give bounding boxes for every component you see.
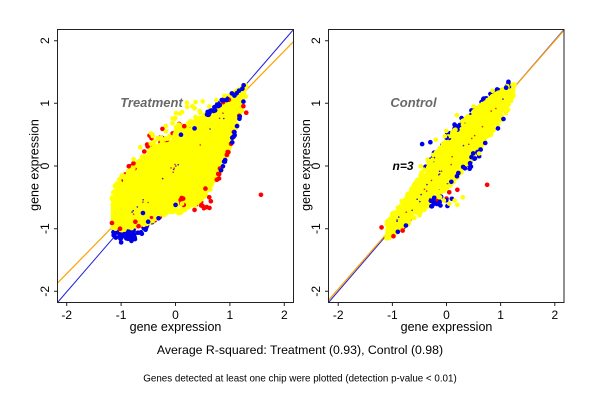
svg-text:1: 1 — [38, 100, 52, 107]
svg-text:-2: -2 — [333, 308, 344, 322]
svg-text:-2: -2 — [38, 286, 52, 297]
svg-text:0: 0 — [38, 162, 52, 169]
svg-text:-1: -1 — [309, 223, 323, 234]
svg-text:0: 0 — [443, 308, 450, 322]
svg-text:-2: -2 — [61, 308, 72, 322]
svg-text:0: 0 — [309, 162, 323, 169]
svg-text:0: 0 — [172, 308, 179, 322]
svg-text:Control: Control — [390, 95, 437, 110]
svg-text:Average R-squared: Treatment (: Average R-squared: Treatment (0.93), Con… — [157, 343, 443, 357]
svg-text:Genes detected at least one ch: Genes detected at least one chip were pl… — [143, 374, 456, 385]
svg-text:-1: -1 — [116, 308, 127, 322]
svg-text:-1: -1 — [387, 308, 398, 322]
svg-text:1: 1 — [227, 308, 234, 322]
svg-text:gene expression: gene expression — [130, 320, 222, 334]
svg-text:gene expression: gene expression — [28, 119, 42, 211]
svg-text:n=3: n=3 — [392, 159, 413, 173]
svg-text:-2: -2 — [309, 286, 323, 297]
svg-text:1: 1 — [497, 308, 504, 322]
svg-text:-1: -1 — [38, 223, 52, 234]
svg-text:Treatment: Treatment — [120, 95, 183, 110]
svg-text:1: 1 — [309, 100, 323, 107]
svg-text:2: 2 — [309, 37, 323, 44]
svg-text:gene expression: gene expression — [401, 320, 493, 334]
svg-text:2: 2 — [281, 308, 288, 322]
svg-text:2: 2 — [38, 37, 52, 44]
svg-text:2: 2 — [551, 308, 558, 322]
svg-text:gene expression: gene expression — [299, 119, 313, 211]
